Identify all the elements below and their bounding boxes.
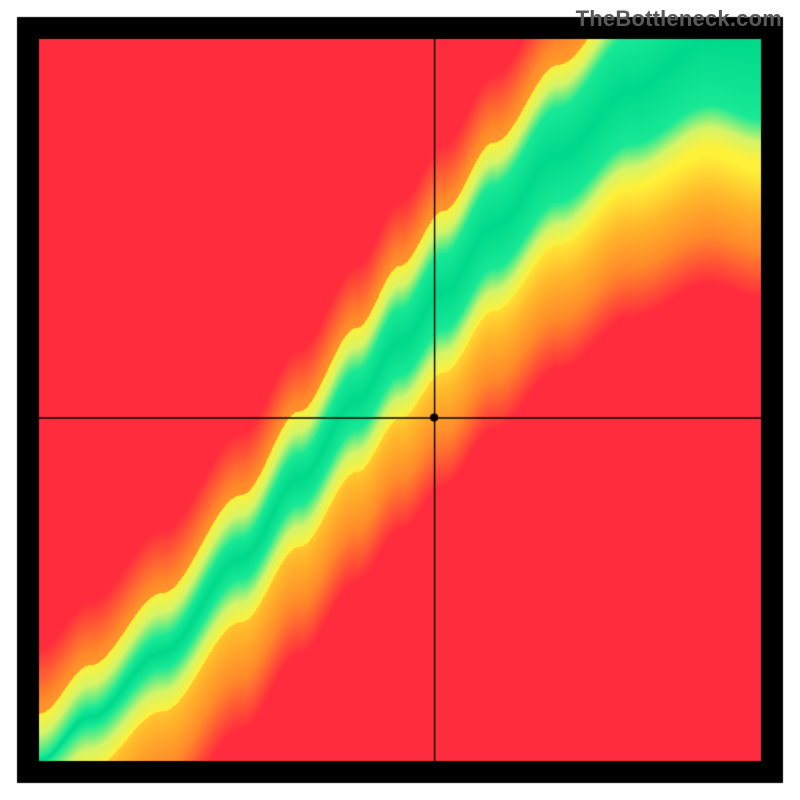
chart-frame: TheBottleneck.com (0, 0, 800, 800)
watermark-text: TheBottleneck.com (576, 6, 782, 32)
bottleneck-heatmap (0, 0, 800, 800)
